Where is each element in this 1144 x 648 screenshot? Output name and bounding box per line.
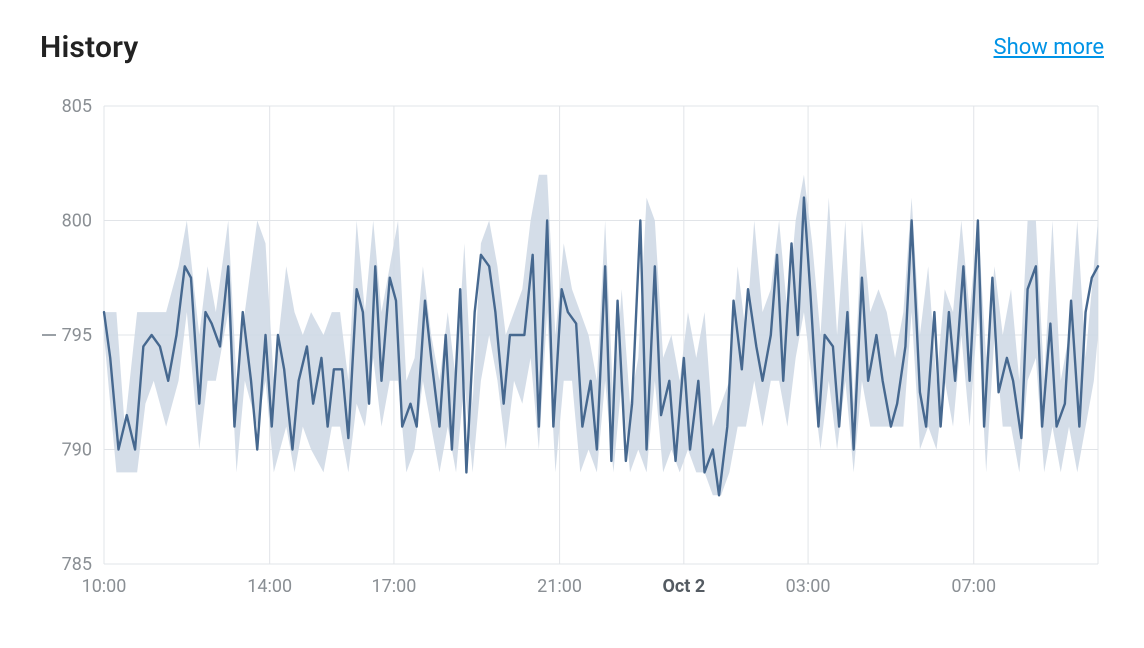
page-root: History Show more 785 790 795 800 805 10:00 14… — [0, 0, 1144, 648]
x-tick-label: 17:00 — [372, 576, 417, 597]
header: History Show more — [40, 30, 1104, 65]
y-tick-label: 800 — [62, 211, 92, 232]
x-tick-label: 10:00 — [82, 576, 127, 597]
x-tick-label: Oct 2 — [662, 576, 705, 597]
chart-svg: 785 790 795 800 805 10:00 14:00 17:00 21:00 Oct 2… — [40, 94, 1104, 608]
y-tick-label: 795 — [62, 325, 92, 346]
history-chart: 785 790 795 800 805 10:00 14:00 17:00 21:00 Oct 2… — [40, 94, 1104, 608]
y-tick-label: 785 — [62, 554, 92, 575]
y-tick-label: 790 — [62, 440, 92, 461]
y-tick-label: 805 — [62, 96, 92, 117]
show-more-link[interactable]: Show more — [994, 35, 1104, 60]
page-title: History — [40, 30, 139, 65]
x-tick-label: 03:00 — [786, 576, 831, 597]
x-tick-label: 14:00 — [247, 576, 292, 597]
x-tick-label: 07:00 — [951, 576, 996, 597]
x-tick-label: 21:00 — [537, 576, 582, 597]
